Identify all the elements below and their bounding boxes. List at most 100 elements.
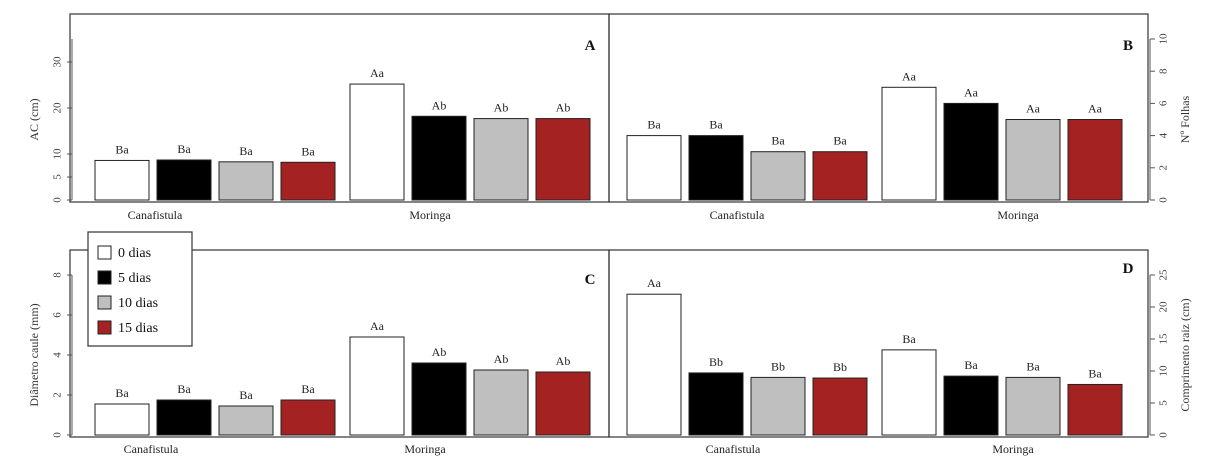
bar bbox=[812, 151, 868, 201]
y-tick-label: 8 bbox=[1158, 68, 1170, 74]
category-label: Moringa bbox=[992, 442, 1034, 456]
bar bbox=[626, 135, 682, 201]
bar-label: Ab bbox=[494, 101, 509, 115]
y-tick-label: 15 bbox=[1158, 333, 1170, 345]
panel-c: 0 2 4 6 8 Diâmetro caule (mm) C Canafistula Mori… bbox=[27, 249, 610, 456]
bar bbox=[218, 405, 274, 436]
bar-label: Bb bbox=[833, 360, 847, 374]
legend-entry: 5 dias bbox=[118, 271, 151, 286]
legend-swatch bbox=[97, 320, 112, 335]
bar-label: Ba bbox=[177, 382, 191, 396]
bar-label: Ba bbox=[1088, 366, 1102, 380]
legend-entry: 10 dias bbox=[118, 296, 158, 311]
legend-swatch bbox=[97, 270, 112, 285]
panel-letter: B bbox=[1123, 38, 1133, 54]
bar bbox=[750, 151, 806, 201]
bar-label: Ba bbox=[115, 142, 129, 156]
plot-frame bbox=[608, 13, 1149, 203]
bar bbox=[535, 118, 591, 201]
bar-label: Aa bbox=[902, 69, 917, 83]
y-tick-label: 0 bbox=[1158, 197, 1170, 203]
category-label: Moringa bbox=[997, 208, 1039, 222]
bar bbox=[473, 118, 529, 201]
bar-label: Ab bbox=[556, 354, 571, 368]
bar bbox=[1005, 119, 1061, 201]
y-tick-label: 10 bbox=[1158, 365, 1170, 377]
y-tick-label: 20 bbox=[1158, 301, 1170, 313]
y-tick-label: 4 bbox=[52, 352, 64, 358]
bar bbox=[94, 159, 150, 201]
y-tick-label: 0 bbox=[52, 432, 64, 438]
y-tick-label: 4 bbox=[1158, 132, 1170, 138]
bar bbox=[218, 161, 274, 201]
bar-label: Ba bbox=[115, 386, 129, 400]
bar bbox=[535, 371, 591, 436]
bar-label: Ab bbox=[494, 352, 509, 366]
bar bbox=[1005, 376, 1061, 436]
y-axis-label: AC (cm) bbox=[27, 98, 41, 140]
bar-label: Ab bbox=[432, 345, 447, 359]
bar bbox=[411, 362, 467, 436]
category-label: Moringa bbox=[404, 442, 446, 456]
bar bbox=[280, 161, 336, 201]
panel-a: 0 5 10 20 30 AC (cm) A Canafistula Moringa Ba Aa Ba… bbox=[27, 13, 610, 222]
bar-label: Ba bbox=[301, 382, 315, 396]
category-label: Moringa bbox=[409, 208, 451, 222]
bar bbox=[156, 399, 212, 436]
bar-label: Ba bbox=[239, 144, 253, 158]
bar-label: Ba bbox=[1026, 359, 1040, 373]
bar bbox=[1067, 383, 1123, 436]
bar-label: Aa bbox=[647, 276, 662, 290]
bar bbox=[812, 377, 868, 436]
y-tick-label: 0 bbox=[52, 197, 64, 203]
bar-label: Ba bbox=[902, 332, 916, 346]
bar-label: Aa bbox=[370, 66, 385, 80]
bar-label: Ba bbox=[709, 118, 723, 132]
y-tick-label: 10 bbox=[52, 148, 64, 160]
bar bbox=[1067, 119, 1123, 201]
bar-label: Aa bbox=[370, 319, 385, 333]
legend: 0 dias 5 dias 10 dias 15 dias bbox=[87, 231, 193, 347]
legend-entry: 15 dias bbox=[118, 321, 158, 336]
y-tick-label: 2 bbox=[52, 392, 64, 398]
category-label: Canafistula bbox=[128, 208, 183, 222]
panel-b: 0 2 4 6 8 10 Nº Folhas B Canafistula Moringa Ba Aa B… bbox=[608, 13, 1192, 222]
bar bbox=[626, 293, 682, 436]
bar bbox=[881, 86, 937, 201]
y-axis-label: Comprimento raiz (cm) bbox=[1178, 298, 1192, 411]
legend-entry: 0 dias bbox=[118, 246, 151, 261]
y-tick-label: 6 bbox=[52, 312, 64, 318]
bar bbox=[943, 375, 999, 436]
y-tick-label: 8 bbox=[52, 272, 64, 278]
plot-frame bbox=[608, 249, 1149, 438]
bar bbox=[94, 403, 150, 436]
bar-label: Bb bbox=[709, 355, 723, 369]
panel-d: 0 5 10 15 20 25 Comprimento raiz (cm) D Canafist… bbox=[608, 249, 1192, 456]
bar-label: Ab bbox=[556, 101, 571, 115]
bar-label: Ba bbox=[771, 134, 785, 148]
bar bbox=[156, 159, 212, 201]
y-tick-label: 30 bbox=[52, 56, 64, 68]
y-tick-label: 2 bbox=[1158, 165, 1170, 171]
bar bbox=[688, 372, 744, 436]
bar bbox=[349, 336, 405, 436]
y-tick-label: 0 bbox=[1158, 432, 1170, 438]
y-tick-label: 6 bbox=[1158, 100, 1170, 106]
bar bbox=[473, 369, 529, 436]
bar-label: Ba bbox=[239, 388, 253, 402]
y-axis-label: Nº Folhas bbox=[1178, 95, 1192, 143]
y-tick-label: 5 bbox=[1158, 400, 1170, 406]
y-axis-label: Diâmetro caule (mm) bbox=[27, 303, 41, 406]
bar bbox=[943, 102, 999, 201]
panel-letter: C bbox=[585, 272, 596, 288]
category-label: Canafistula bbox=[706, 442, 761, 456]
y-tick-label: 5 bbox=[52, 174, 64, 180]
panel-letter: A bbox=[585, 38, 596, 54]
bar-label: Ab bbox=[432, 98, 447, 112]
bar-label: Aa bbox=[964, 85, 979, 99]
bar bbox=[881, 349, 937, 436]
bar-label: Ba bbox=[647, 118, 661, 132]
bar-label: Ba bbox=[833, 134, 847, 148]
